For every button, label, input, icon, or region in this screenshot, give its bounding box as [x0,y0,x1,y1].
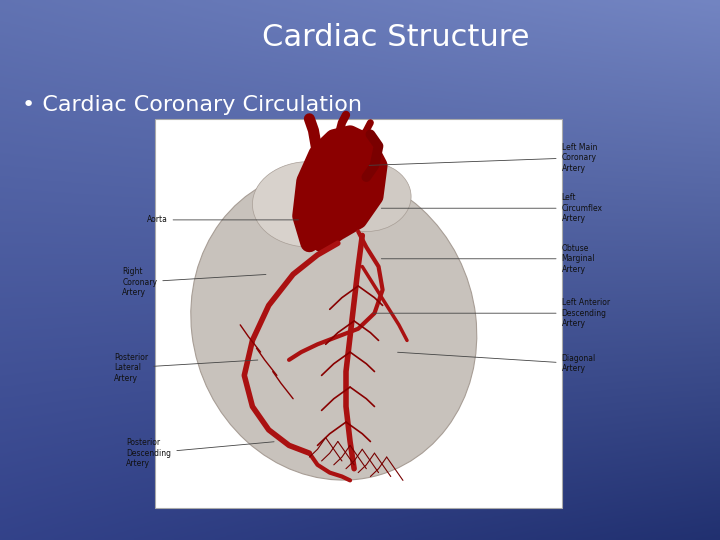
Ellipse shape [322,161,411,232]
Text: Left
Circumflex
Artery: Left Circumflex Artery [382,193,603,223]
Text: Obtuse
Marginal
Artery: Obtuse Marginal Artery [382,244,595,274]
Text: Posterior
Lateral
Artery: Posterior Lateral Artery [114,353,258,382]
FancyBboxPatch shape [155,119,562,508]
Text: Diagonal
Artery: Diagonal Artery [397,352,596,374]
Text: Aorta: Aorta [147,215,299,225]
Text: Left Anterior
Descending
Artery: Left Anterior Descending Artery [373,298,610,328]
Ellipse shape [253,161,366,247]
Ellipse shape [191,170,477,480]
Text: Cardiac Structure: Cardiac Structure [262,23,530,52]
Text: • Cardiac Coronary Circulation: • Cardiac Coronary Circulation [22,95,361,116]
Polygon shape [301,134,379,243]
Text: Left Main
Coronary
Artery: Left Main Coronary Artery [369,143,597,173]
Text: Posterior
Descending
Artery: Posterior Descending Artery [126,438,274,468]
Text: Right
Coronary
Artery: Right Coronary Artery [122,267,266,297]
